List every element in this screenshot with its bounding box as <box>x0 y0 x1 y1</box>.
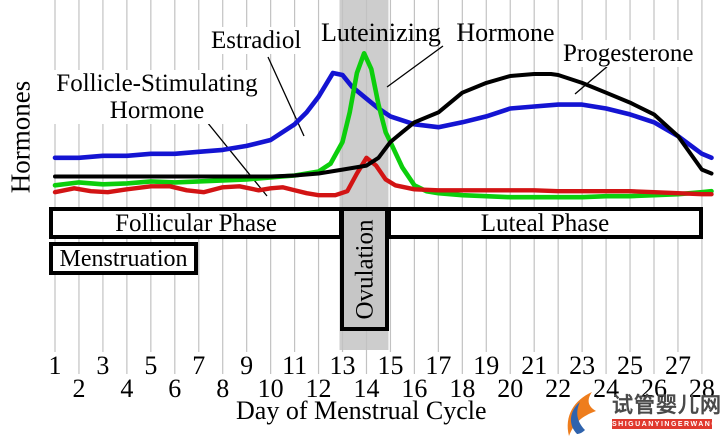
label-leader-line <box>267 56 305 137</box>
luteinizing-hormone-curve-label: Luteinizing Hormone <box>321 18 555 47</box>
menstruation-box: Menstruation <box>49 242 198 275</box>
day-tick-label: 27 <box>664 351 691 380</box>
ovulation-label: Ovulation <box>351 219 378 319</box>
day-tick-label: 9 <box>240 351 254 380</box>
day-tick-label: 7 <box>192 351 206 380</box>
luteal-phase-label: Luteal Phase <box>480 209 610 237</box>
day-tick-label: 10 <box>257 374 284 403</box>
fsh-curve-label-line1: Follicle-Stimulating <box>56 70 258 97</box>
x-axis-label: Day of Menstrual Cycle <box>236 396 487 425</box>
day-tick-label: 11 <box>282 351 308 380</box>
day-tick-label: 16 <box>401 374 428 403</box>
y-axis-label: Hormones <box>5 80 36 194</box>
day-tick-label: 20 <box>497 374 524 403</box>
day-tick-label: 24 <box>593 374 620 403</box>
label-leader-line <box>574 64 610 95</box>
watermark-site-name-en: SHIGUANYINGERWANG <box>612 419 719 429</box>
luteal-phase-box: Luteal Phase <box>387 207 703 239</box>
day-tick-label: 1 <box>48 351 62 380</box>
day-tick-label: 19 <box>473 351 500 380</box>
day-tick-label: 26 <box>641 374 667 403</box>
menstruation-label: Menstruation <box>59 245 188 272</box>
day-tick-label: 23 <box>569 351 596 380</box>
curve-progesterone <box>53 72 714 179</box>
estradiol-curve-label: Estradiol <box>209 27 304 54</box>
day-tick-label: 18 <box>449 374 476 403</box>
progesterone-curve-label: Progesterone <box>561 40 696 67</box>
label-leader-line <box>386 45 444 88</box>
day-tick-label: 2 <box>72 374 86 403</box>
day-tick-label: 14 <box>353 374 380 403</box>
day-tick-label: 12 <box>305 374 332 403</box>
day-tick-label: 28 <box>688 374 715 403</box>
day-tick-label: 21 <box>521 351 548 380</box>
curve-estradiol <box>52 70 714 161</box>
watermark-site-name: 试管婴儿网 <box>612 394 720 417</box>
watermark-logo-icon <box>567 392 596 436</box>
day-tick-label: 22 <box>545 374 572 403</box>
ovulation-box: Ovulation <box>340 207 389 331</box>
label-leader-line <box>206 121 268 197</box>
day-tick-label: 15 <box>377 351 404 380</box>
day-tick-label: 25 <box>617 351 644 380</box>
curve-follicle-stimulating-hormone <box>52 155 714 198</box>
curve-luteinizing-hormone <box>52 51 714 200</box>
day-tick-label: 8 <box>216 374 230 403</box>
day-tick-label: 17 <box>425 351 452 380</box>
follicular-phase-box: Follicular Phase <box>49 207 343 239</box>
day-tick-label: 6 <box>168 374 182 403</box>
day-tick-label: 13 <box>329 351 356 380</box>
fsh-curve-label-line2: Hormone <box>109 97 205 124</box>
day-tick-label: 5 <box>144 351 158 380</box>
follicular-phase-label: Follicular Phase <box>115 209 277 237</box>
fsh-curve-label: Follicle-Stimulating Hormone <box>44 70 270 124</box>
day-tick-label: 4 <box>120 374 134 403</box>
watermark: 试管婴儿网 SHIGUANYINGERWANG <box>560 390 720 438</box>
day-tick-label: 3 <box>96 351 110 380</box>
